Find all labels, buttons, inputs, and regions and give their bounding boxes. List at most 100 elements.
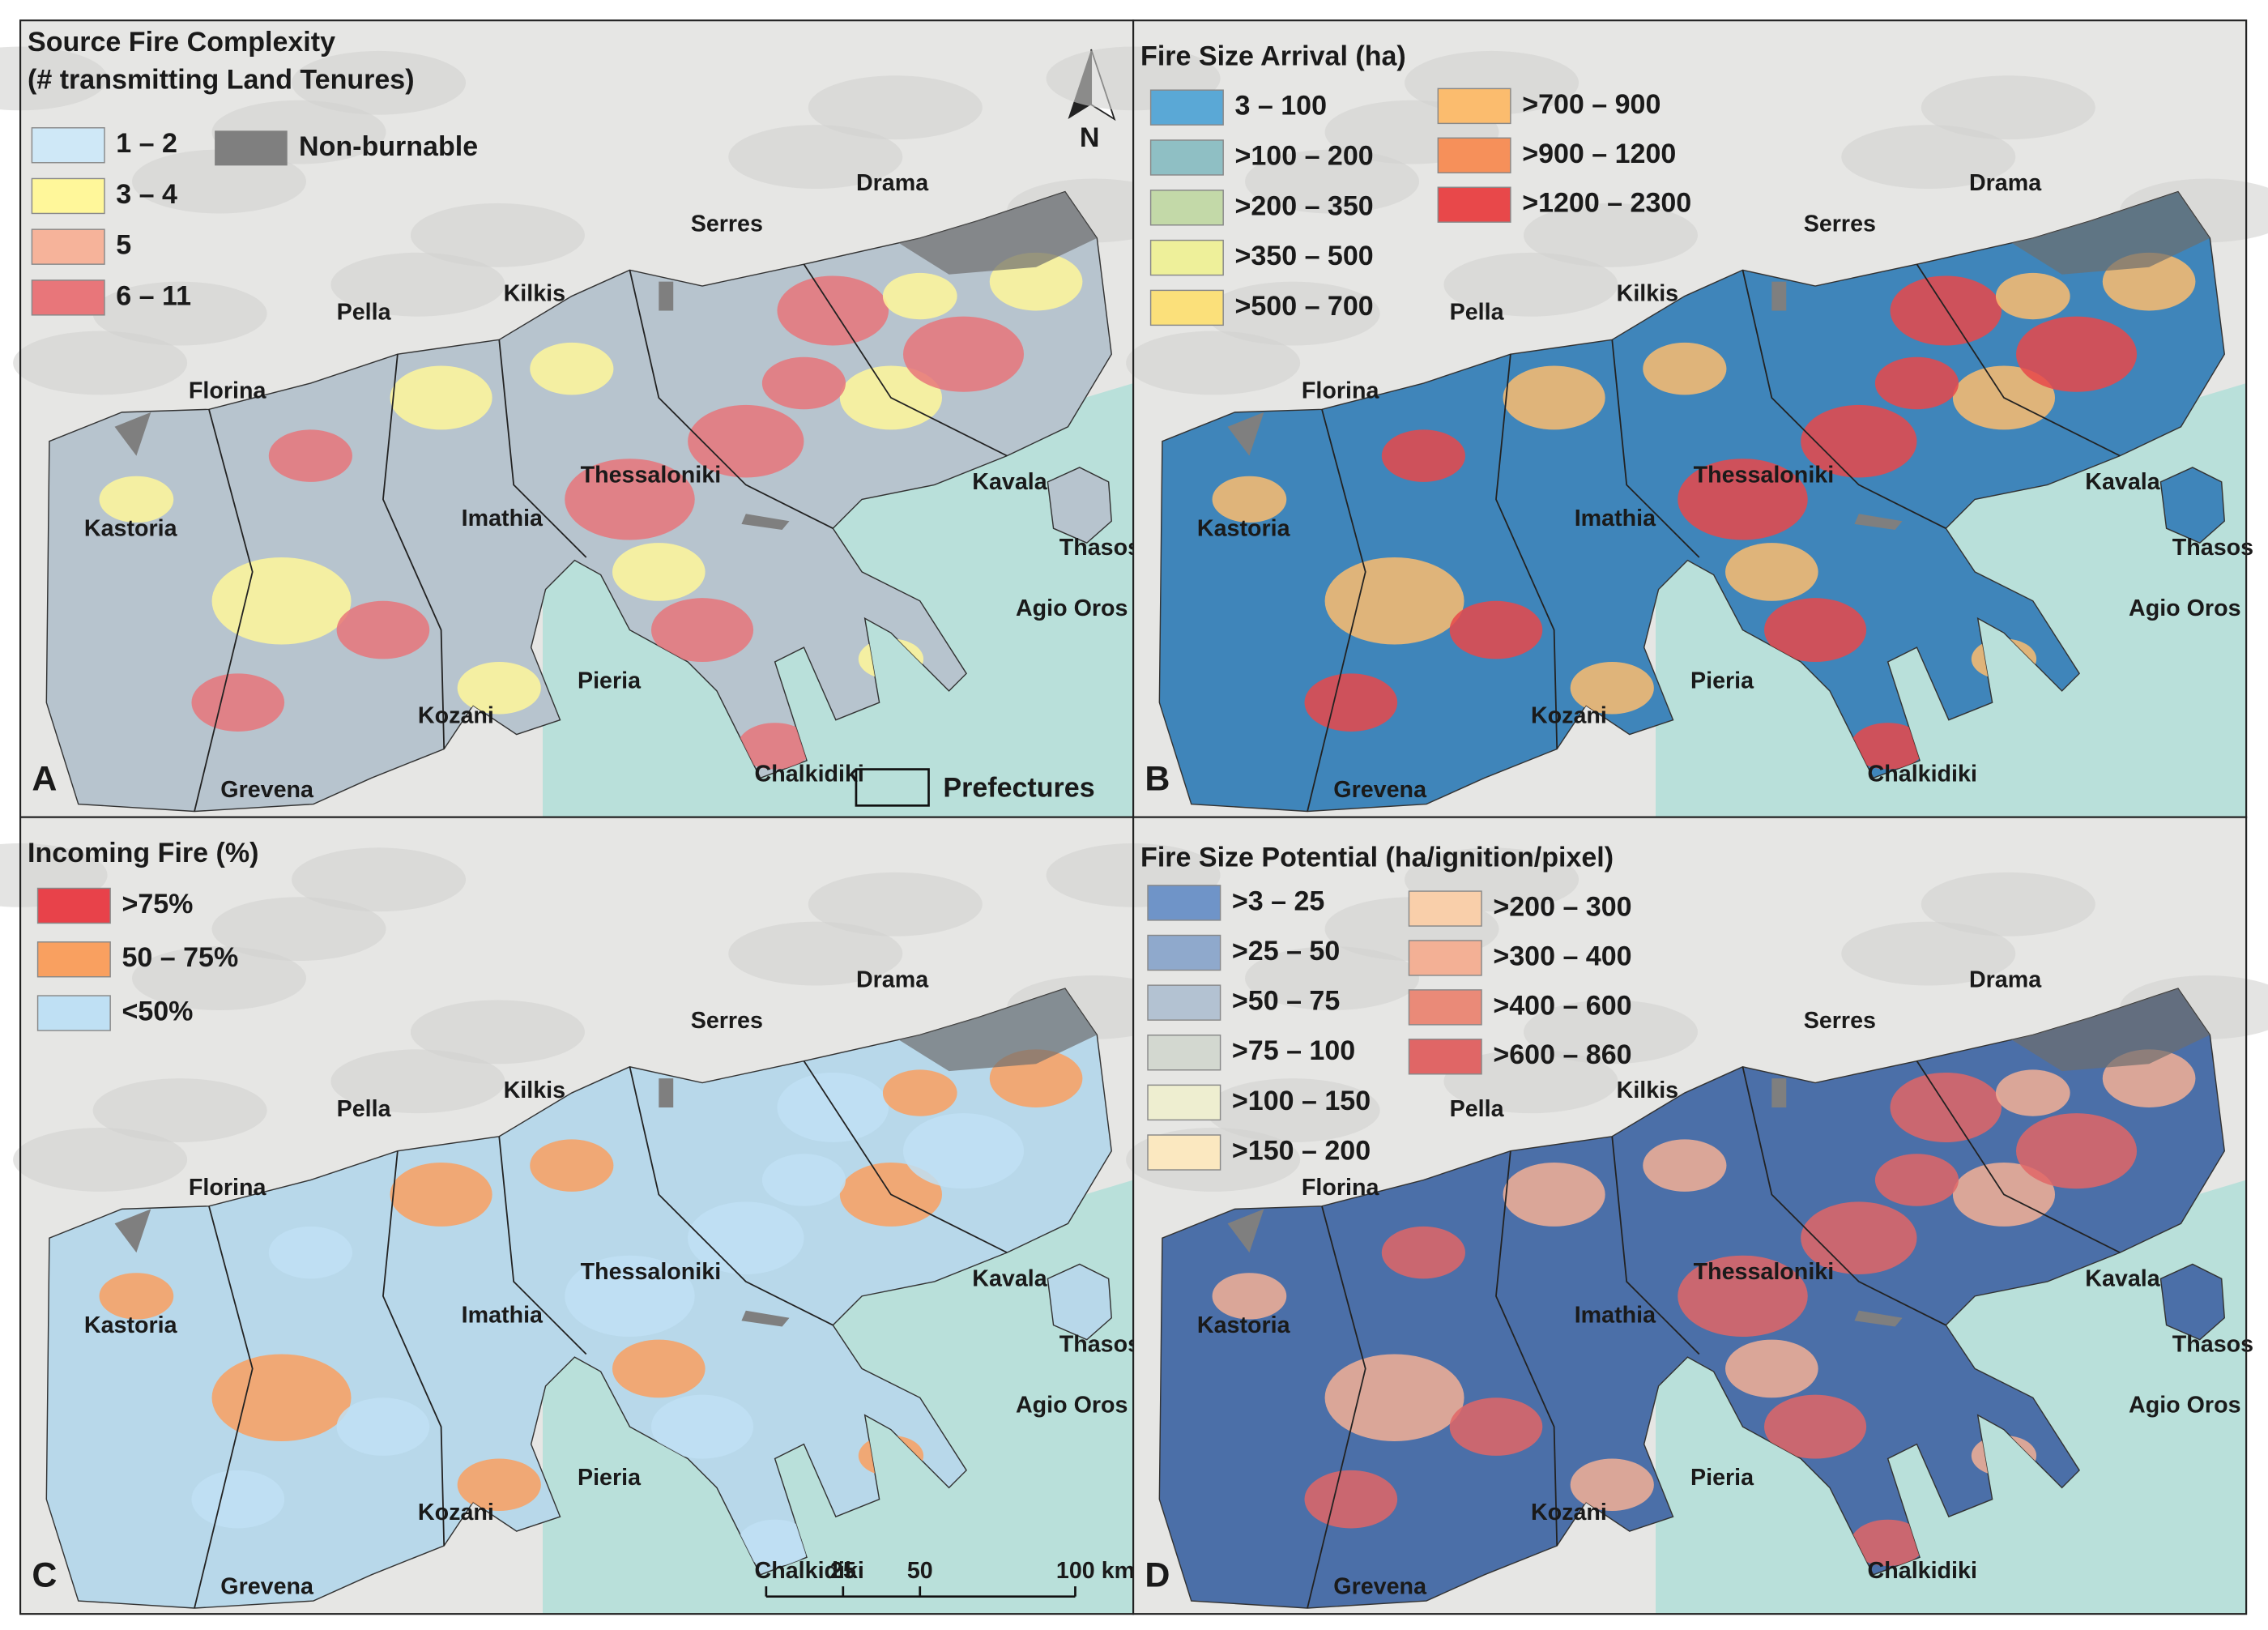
legend-label: >75 – 100 (1232, 1035, 1355, 1066)
hotspot (1212, 1273, 1287, 1320)
hotspot (1764, 1394, 1867, 1459)
relief (1841, 125, 2016, 189)
legend-label: Prefectures (943, 773, 1094, 804)
map-panel: Drama Serres Kilkis Pella Florina Kastoria Ima… (0, 816, 1182, 1615)
hotspot (688, 1201, 804, 1274)
hotspot (1212, 476, 1287, 523)
legend-swatch (1149, 289, 1224, 326)
scale-label: 100 km (1056, 1558, 1135, 1584)
place-label: Chalkidiki (755, 761, 864, 787)
place-label: Thessaloniki (581, 462, 722, 488)
relief (410, 1000, 585, 1065)
prefecture-lines (194, 263, 1008, 812)
map-panel: Drama Serres Kilkis Pella Florina Kastoria Ima… (0, 19, 1182, 818)
legend-label: >350 – 500 (1235, 241, 1374, 271)
hotspot (761, 1154, 846, 1206)
place-label: Kastoria (1197, 516, 1291, 542)
relief (92, 1078, 267, 1142)
hotspot (530, 342, 614, 395)
hotspot (1570, 662, 1654, 715)
relief (132, 946, 306, 1010)
hotspot (211, 1354, 352, 1442)
hotspot (737, 1519, 812, 1567)
hotspots (99, 988, 1098, 1567)
legend-label: >3 – 25 (1232, 885, 1324, 916)
place-label: Pella (337, 300, 392, 326)
relief (1443, 1049, 1618, 1114)
hotspot (1643, 342, 1727, 395)
relief (728, 125, 903, 189)
relief (1443, 252, 1618, 317)
relief (1126, 331, 1301, 395)
hotspot (650, 598, 754, 663)
place-label: Kozani (418, 1500, 494, 1525)
relief (1523, 203, 1698, 267)
legend-title: Source Fire Complexity (28, 27, 335, 58)
place-label: Imathia (1575, 1303, 1656, 1329)
hotspot (1874, 1154, 1959, 1206)
hotspot (1850, 1519, 1925, 1567)
legend-label: 3 – 100 (1235, 91, 1328, 122)
legend-label: >400 – 600 (1493, 990, 1631, 1021)
legend-label: >700 – 900 (1522, 89, 1660, 120)
legend-swatch (1147, 1084, 1221, 1121)
hotspot (882, 272, 957, 320)
panel-letter: A (32, 759, 57, 798)
legend-swatch (1149, 89, 1224, 126)
legend-title: Incoming Fire (%) (28, 838, 258, 868)
hotspot (211, 557, 352, 645)
place-label: Drama (856, 967, 929, 993)
hotspot (1643, 1139, 1727, 1192)
legend-swatch (1147, 1134, 1221, 1171)
relief (330, 1049, 505, 1114)
relief (13, 1128, 188, 1192)
place-label: Kavala (2085, 1266, 2160, 1292)
legend-swatch (36, 941, 111, 978)
place-label: Pieria (1690, 668, 1754, 694)
place-label: Thessaloniki (581, 1259, 722, 1285)
hotspot (1995, 1069, 2070, 1116)
hotspot (1324, 557, 1464, 645)
hotspot (1678, 459, 1808, 540)
place-label: Serres (691, 211, 763, 237)
place-label: Grevena (1333, 1574, 1427, 1600)
place-label: Kilkis (504, 280, 565, 306)
legend-swatch (855, 768, 930, 807)
place-label: Kozani (418, 703, 494, 729)
legend-swatch (1437, 137, 1511, 174)
place-label: Imathia (462, 506, 544, 531)
legend-swatch (1408, 890, 1482, 927)
relief (1205, 281, 1380, 346)
north-label: N (1080, 122, 1100, 153)
hotspot (612, 1339, 706, 1398)
place-label: Drama (856, 170, 929, 196)
place-label: Kozani (1531, 1500, 1607, 1525)
relief (808, 872, 983, 937)
legend-label: Non-burnable (299, 131, 478, 162)
legend-label: >25 – 50 (1232, 936, 1340, 966)
place-label: Kilkis (1617, 1077, 1678, 1103)
place-label: Serres (691, 1008, 763, 1034)
place-label: Florina (189, 378, 267, 403)
place-label: Kozani (1531, 703, 1607, 729)
legend-label: >500 – 700 (1235, 291, 1374, 322)
legend-label: >100 – 200 (1235, 140, 1374, 171)
relief (292, 847, 467, 912)
hotspot (99, 476, 174, 523)
legend-swatch (1149, 139, 1224, 176)
mountain (2003, 988, 2210, 1072)
mountain (2003, 191, 2210, 275)
hotspot (1725, 1339, 1818, 1398)
panel-letter: C (32, 1556, 57, 1595)
place-label: Thasos (2172, 1331, 2253, 1357)
legend-swatch (1437, 87, 1511, 125)
legend-label: >75% (122, 889, 193, 920)
legend-swatch (1408, 989, 1482, 1026)
legend-swatch (1147, 1035, 1221, 1071)
hotspot (268, 1226, 352, 1279)
scale-label: 50 (907, 1558, 933, 1584)
relief (1245, 946, 1420, 1010)
hotspot (1995, 272, 2070, 320)
place-label: Florina (1302, 378, 1380, 403)
place-label: Serres (1804, 211, 1876, 237)
